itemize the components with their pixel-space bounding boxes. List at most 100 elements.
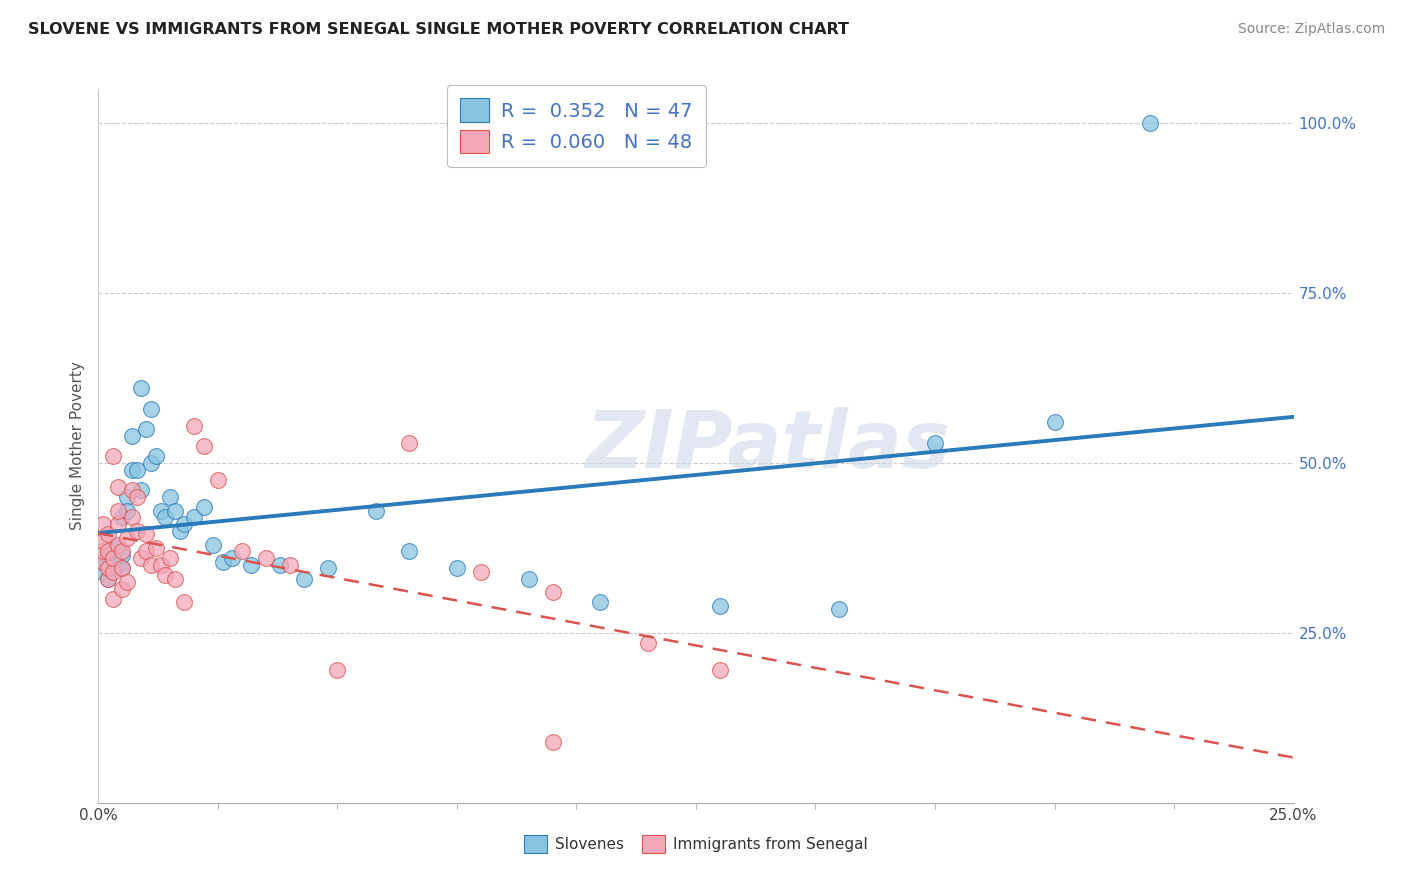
Point	[115, 574, 138, 589]
Point	[231, 544, 253, 558]
Point	[163, 503, 186, 517]
Point	[131, 381, 153, 395]
Point	[193, 500, 215, 515]
Point	[115, 531, 138, 545]
Point	[107, 480, 129, 494]
Text: ZIPatlas: ZIPatlas	[585, 407, 950, 485]
Point	[97, 544, 120, 558]
Point	[470, 565, 492, 579]
Point	[155, 510, 177, 524]
Point	[269, 558, 291, 572]
Point	[541, 585, 564, 599]
Point	[131, 551, 153, 566]
Point	[101, 555, 124, 569]
Point	[91, 517, 114, 532]
Point	[107, 517, 129, 532]
Point	[125, 490, 148, 504]
Point	[107, 558, 129, 572]
Point	[115, 503, 138, 517]
Point	[107, 503, 129, 517]
Point	[637, 636, 659, 650]
Point	[207, 473, 229, 487]
Legend: Slovenes, Immigrants from Senegal: Slovenes, Immigrants from Senegal	[519, 829, 873, 859]
Point	[517, 572, 540, 586]
Point	[91, 534, 114, 549]
Point	[125, 524, 148, 538]
Point	[101, 449, 124, 463]
Point	[101, 551, 124, 566]
Point	[1139, 116, 1161, 130]
Point	[145, 449, 167, 463]
Point	[364, 503, 387, 517]
Point	[159, 490, 181, 504]
Text: Source: ZipAtlas.com: Source: ZipAtlas.com	[1237, 22, 1385, 37]
Point	[159, 551, 181, 566]
Point	[155, 568, 177, 582]
Point	[115, 490, 138, 504]
Point	[139, 456, 162, 470]
Point	[173, 517, 195, 532]
Point	[111, 548, 134, 562]
Point	[111, 510, 134, 524]
Point	[173, 595, 195, 609]
Point	[169, 524, 191, 538]
Point	[139, 558, 162, 572]
Point	[278, 558, 301, 572]
Point	[446, 561, 468, 575]
Text: SLOVENE VS IMMIGRANTS FROM SENEGAL SINGLE MOTHER POVERTY CORRELATION CHART: SLOVENE VS IMMIGRANTS FROM SENEGAL SINGL…	[28, 22, 849, 37]
Point	[125, 463, 148, 477]
Point	[326, 663, 349, 677]
Point	[316, 561, 339, 575]
Point	[135, 544, 157, 558]
Point	[135, 422, 157, 436]
Point	[145, 541, 167, 555]
Point	[193, 439, 215, 453]
Point	[97, 527, 120, 541]
Point	[398, 435, 420, 450]
Point	[91, 544, 114, 558]
Point	[97, 572, 120, 586]
Point	[91, 555, 114, 569]
Point	[101, 551, 124, 566]
Point	[149, 558, 172, 572]
Point	[541, 734, 564, 748]
Point	[121, 463, 143, 477]
Point	[91, 565, 114, 579]
Point	[121, 510, 143, 524]
Point	[111, 561, 134, 575]
Point	[1043, 415, 1066, 429]
Point	[97, 572, 120, 586]
Point	[292, 572, 315, 586]
Point	[924, 435, 946, 450]
Point	[398, 544, 420, 558]
Point	[240, 558, 263, 572]
Point	[121, 483, 143, 498]
Point	[131, 483, 153, 498]
Point	[211, 555, 233, 569]
Point	[163, 572, 186, 586]
Point	[101, 591, 124, 606]
Point	[221, 551, 243, 566]
Point	[107, 541, 129, 555]
Point	[828, 602, 851, 616]
Point	[254, 551, 277, 566]
Point	[111, 561, 134, 575]
Point	[183, 418, 205, 433]
Point	[97, 561, 120, 575]
Point	[149, 503, 172, 517]
Point	[121, 429, 143, 443]
Point	[202, 537, 225, 551]
Point	[97, 548, 120, 562]
Point	[111, 544, 134, 558]
Point	[111, 582, 134, 596]
Point	[709, 599, 731, 613]
Point	[183, 510, 205, 524]
Point	[135, 527, 157, 541]
Point	[139, 401, 162, 416]
Point	[709, 663, 731, 677]
Point	[91, 555, 114, 569]
Point	[589, 595, 612, 609]
Point	[107, 537, 129, 551]
Y-axis label: Single Mother Poverty: Single Mother Poverty	[69, 361, 84, 531]
Point	[101, 565, 124, 579]
